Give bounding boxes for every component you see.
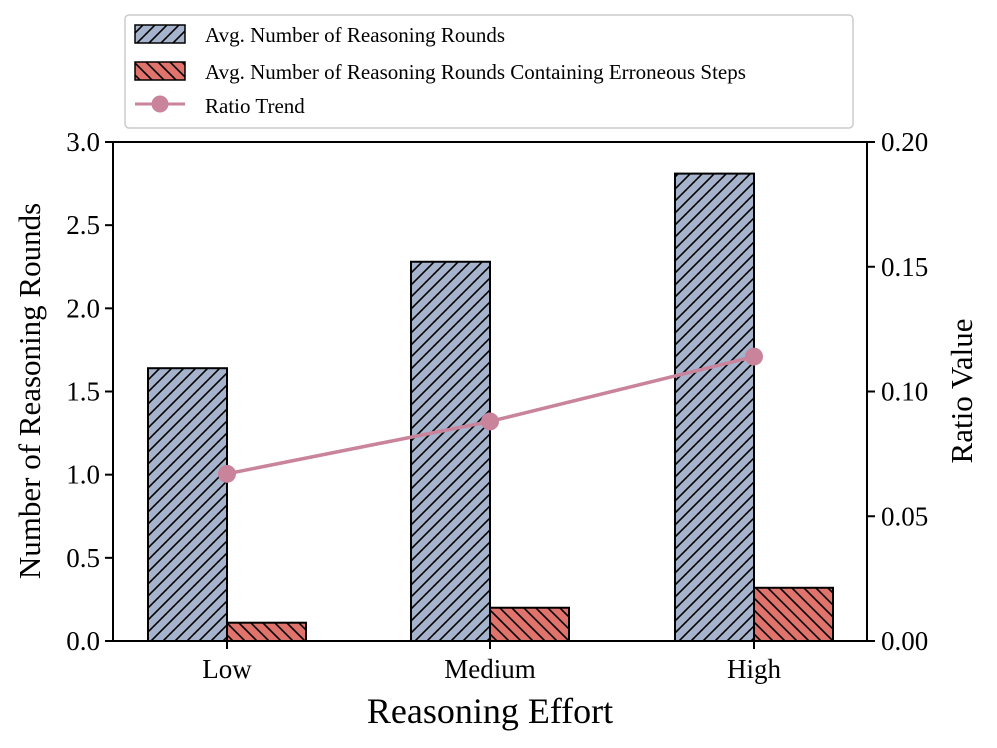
legend-label-rounds: Avg. Number of Reasoning Rounds [205, 23, 505, 47]
y2-axis-title: Ratio Value [944, 319, 979, 464]
y2-tick-label: 0.05 [881, 501, 928, 531]
y-tick-label: 2.5 [66, 210, 100, 240]
bars-layer [147, 172, 834, 643]
left-y-axis: 0.0 0.5 1.0 1.5 2.0 2.5 3.0 [66, 127, 113, 656]
y-tick-label: 0.0 [66, 626, 100, 656]
bar-erroneous-hatch-medium [489, 606, 570, 643]
bar-erroneous-hatch-high [753, 586, 834, 642]
y2-tick-label: 0.20 [881, 127, 928, 157]
legend-label-ratio: Ratio Trend [205, 94, 305, 118]
legend-entry-ratio: Ratio Trend [135, 94, 305, 118]
bar-rounds-hatch-high [674, 172, 755, 642]
x-axis-title: Reasoning Effort [367, 691, 613, 731]
legend: Avg. Number of Reasoning Rounds Avg. Num… [124, 14, 854, 129]
x-tick-label-low: Low [202, 654, 252, 684]
x-tick-label-medium: Medium [444, 654, 536, 684]
y-tick-label: 1.5 [66, 377, 100, 407]
y2-tick-label: 0.15 [881, 252, 928, 282]
legend-marker-ratio [151, 95, 169, 113]
legend-entry-erroneous: Avg. Number of Reasoning Rounds Containi… [134, 60, 746, 84]
y-tick-label: 1.0 [66, 460, 100, 490]
legend-swatch-erroneous-hatch [135, 62, 185, 80]
ratio-point-medium [481, 412, 499, 431]
y2-tick-label: 0.10 [881, 377, 928, 407]
y2-tick-label: 0.00 [881, 626, 928, 656]
right-y-axis: 0.00 0.05 0.10 0.15 0.20 [867, 127, 928, 656]
y-tick-label: 0.5 [66, 543, 100, 573]
y-axis-title: Number of Reasoning Rounds [12, 203, 47, 579]
legend-frame [124, 14, 854, 129]
legend-swatch-rounds-hatch [135, 25, 185, 43]
y-tick-label: 2.0 [66, 293, 100, 323]
ratio-point-low [218, 464, 236, 483]
bar-rounds-hatch-low [147, 367, 228, 642]
bar-erroneous-hatch-low [226, 621, 307, 642]
bar-rounds-hatch-medium [410, 260, 491, 642]
legend-label-erroneous: Avg. Number of Reasoning Rounds Containi… [205, 60, 746, 84]
x-axis: Low Medium High [202, 641, 782, 684]
legend-entry-rounds: Avg. Number of Reasoning Rounds [134, 23, 505, 47]
y-tick-label: 3.0 [66, 127, 100, 157]
ratio-line-layer [218, 347, 763, 483]
x-tick-label-high: High [727, 654, 782, 684]
ratio-point-high [745, 347, 763, 366]
